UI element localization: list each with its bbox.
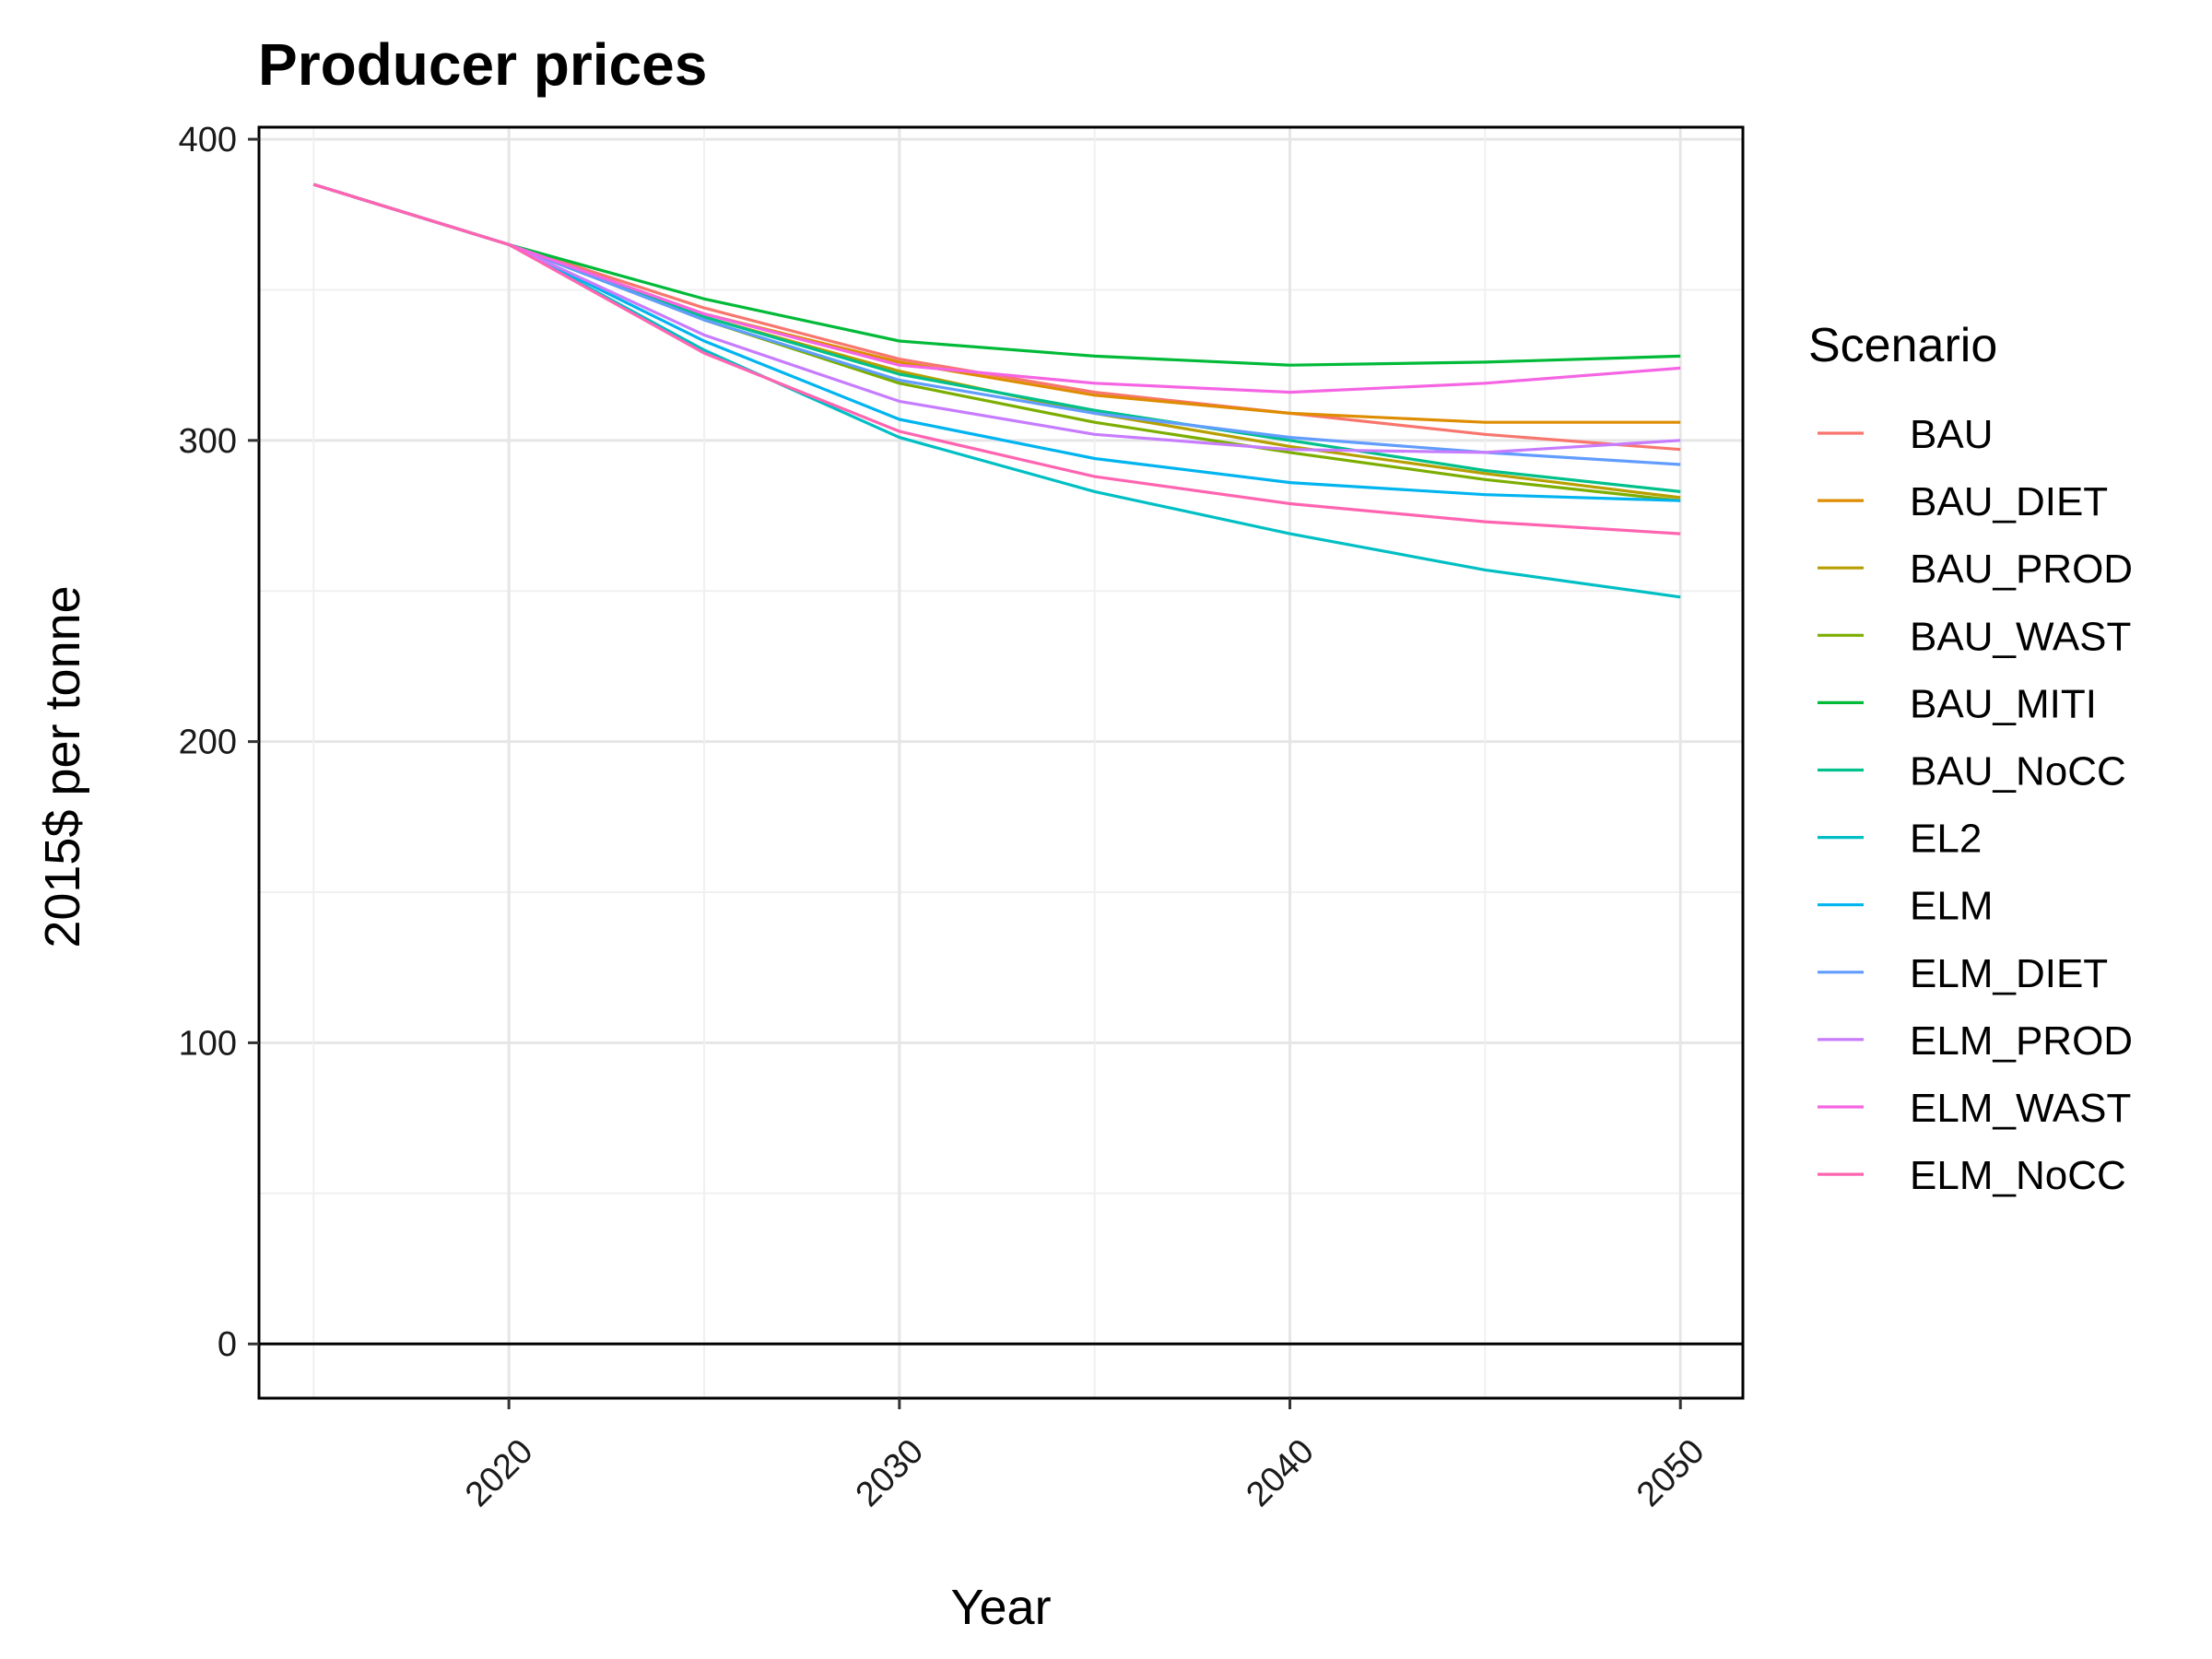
series-line-bau-nocc — [312, 182, 1681, 493]
y-tick-label: 0 — [218, 1325, 237, 1364]
series-line-elm-wast — [312, 182, 1681, 394]
legend-label: EL2 — [1910, 817, 1982, 862]
chart-title: Producer prices — [258, 31, 707, 98]
y-tick-label: 400 — [179, 121, 237, 159]
legend-item: BAU_PROD — [1818, 547, 2133, 592]
legend-item: ELM — [1818, 884, 1993, 929]
legend-title: Scenario — [1808, 319, 1997, 372]
legend-item: ELM_PROD — [1818, 1018, 2133, 1064]
legend-item: ELM_DIET — [1818, 951, 2108, 996]
legend-label: BAU_MITI — [1910, 681, 2097, 726]
legend-label: ELM — [1910, 884, 1993, 929]
legend-label: BAU_WAST — [1910, 614, 2131, 659]
legend-item: ELM_NoCC — [1818, 1153, 2126, 1198]
legend-item: BAU_NoCC — [1818, 749, 2126, 794]
legend-label: ELM_NoCC — [1910, 1153, 2126, 1198]
plot-border — [257, 125, 1745, 1400]
grid — [259, 127, 1743, 1398]
x-tick-label: 2050 — [1630, 1432, 1712, 1514]
x-tick-label: 2040 — [1239, 1432, 1321, 1514]
x-axis: 2020 2030 2040 2050 — [458, 1398, 1712, 1514]
legend-label: ELM_DIET — [1910, 951, 2108, 996]
y-axis-title: 2015$ per tonne — [35, 585, 90, 947]
legend-label: BAU_PROD — [1910, 547, 2133, 592]
legend-item: BAU_DIET — [1818, 479, 2108, 524]
y-tick-label: 100 — [179, 1024, 237, 1063]
series-line-bau-miti — [312, 182, 1681, 367]
x-axis-title: Year — [950, 1580, 1051, 1635]
legend-label: BAU_NoCC — [1910, 749, 2126, 794]
legend-item: BAU_MITI — [1818, 681, 2097, 726]
y-axis: 0 100 200 300 400 — [179, 121, 259, 1364]
y-tick-label: 200 — [179, 724, 237, 762]
legend-label: BAU — [1910, 412, 1993, 457]
series-line-elm-prod — [312, 182, 1681, 454]
series-line-bau-diet — [312, 182, 1681, 424]
legend: Scenario BAU BAU_DIET BAU_PROD BAU_WAST BAU_… — [1808, 319, 2133, 1198]
series-line-bau — [312, 182, 1681, 452]
legend-item: EL2 — [1818, 817, 1982, 862]
legend-label: BAU_DIET — [1910, 479, 2108, 524]
legend-item: BAU — [1818, 412, 1993, 457]
x-tick-label: 2030 — [849, 1432, 931, 1514]
legend-item: ELM_WAST — [1818, 1086, 2131, 1131]
series-lines — [312, 182, 1681, 599]
y-tick-label: 300 — [179, 422, 237, 461]
series-line-elm-nocc — [312, 182, 1681, 535]
x-tick-label: 2020 — [458, 1432, 540, 1514]
legend-item: BAU_WAST — [1818, 614, 2131, 659]
legend-label: ELM_PROD — [1910, 1018, 2133, 1064]
legend-items: BAU BAU_DIET BAU_PROD BAU_WAST BAU_MITI BAU_N… — [1818, 412, 2133, 1198]
legend-label: ELM_WAST — [1910, 1086, 2131, 1131]
